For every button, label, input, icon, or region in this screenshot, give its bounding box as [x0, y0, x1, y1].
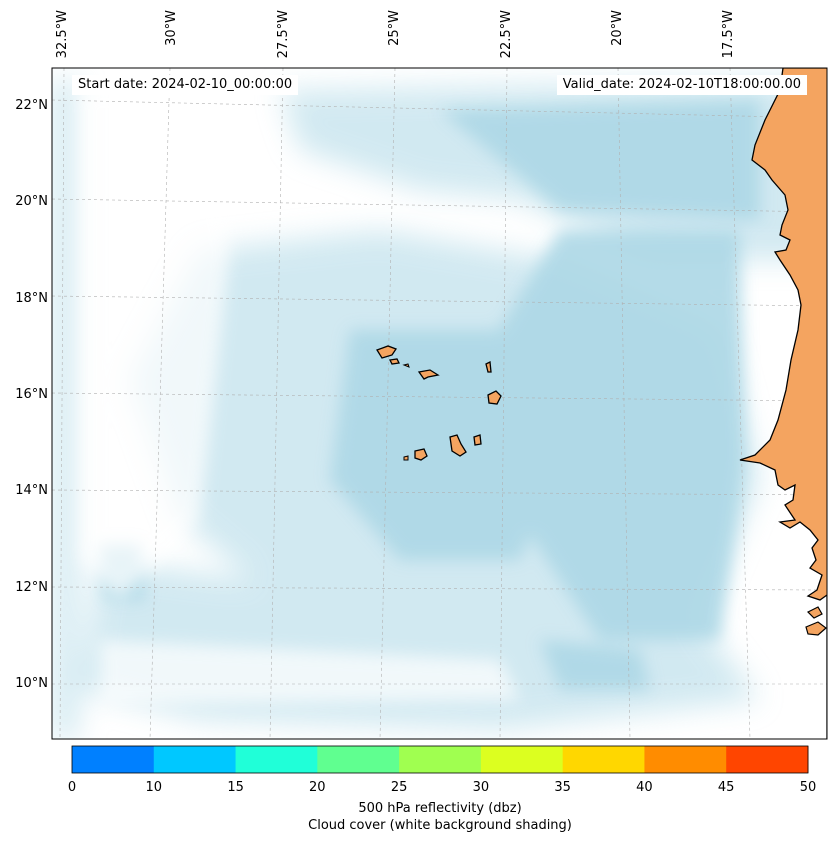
map-frame — [51, 67, 828, 740]
start-date-label: Start date: 2024-02-10_00:00:00 — [72, 75, 299, 95]
colorbar-tick: 35 — [554, 780, 571, 795]
lat-label: 22°N — [15, 98, 48, 113]
colorbar-swatch — [153, 746, 237, 773]
clear-band-west — [80, 90, 230, 600]
colorbar-frame — [71, 745, 809, 774]
lon-label: 27.5°W — [276, 10, 291, 59]
sao-vicente-island — [389, 358, 400, 365]
clear-band-south — [100, 640, 520, 705]
lat-label: 14°N — [15, 483, 48, 498]
fogo-island — [414, 448, 428, 461]
colorbar — [72, 746, 809, 773]
colorbar-swatch — [562, 746, 645, 773]
cloud-core-southeast — [540, 640, 650, 690]
colorbar-tick: 50 — [799, 780, 817, 795]
graticule — [52, 68, 827, 739]
bijagos-island — [805, 621, 827, 636]
colorbar-tick: 10 — [145, 780, 163, 795]
land-layer — [376, 68, 827, 739]
lon-label: 32.5°W — [55, 10, 70, 59]
maio-island — [473, 434, 482, 446]
sal-island — [485, 360, 492, 373]
meridian-line — [269, 68, 284, 739]
colorbar-tick: 15 — [227, 780, 244, 795]
santiago-island — [449, 434, 467, 457]
valid-date-label: Valid_date: 2024-02-10T18:00:00.00 — [556, 75, 807, 95]
colorbar-sublabel: Cloud cover (white background shading) — [308, 818, 572, 833]
meridian-line — [499, 68, 508, 739]
lat-label: 20°N — [15, 194, 48, 209]
colorbar-tick: 40 — [636, 780, 653, 795]
lon-label: 17.5°W — [721, 10, 736, 59]
lat-label: 18°N — [15, 291, 48, 306]
colorbar-swatch — [644, 746, 727, 773]
bijagos-island — [806, 606, 823, 619]
colorbar-tick: 45 — [717, 780, 735, 795]
meridian-line — [59, 68, 65, 739]
meridian-line — [617, 68, 631, 739]
colorbar-label: 500 hPa reflectivity (dbz) — [358, 801, 522, 816]
brava-island — [403, 455, 409, 461]
cloud-core-northeast — [440, 100, 760, 220]
lon-label: 20°W — [610, 10, 625, 46]
africa-coastline — [739, 68, 827, 739]
boa-vista-island — [487, 390, 502, 405]
lat-label: 10°N — [15, 676, 48, 691]
cloud-patch-west-strip — [52, 80, 78, 739]
santa-luzia-island — [402, 363, 410, 368]
colorbar-swatch — [317, 746, 400, 773]
colorbar-tick: 25 — [390, 780, 408, 795]
meridian-line — [149, 68, 171, 739]
meridian-line — [729, 68, 751, 739]
cloud-core-east — [480, 230, 745, 640]
colorbar-swatch — [72, 746, 155, 773]
sao-nicolau-island — [417, 369, 440, 380]
colorbar-swatch — [399, 746, 482, 773]
colorbar-tick: 0 — [67, 780, 77, 795]
colorbar-swatch — [235, 746, 318, 773]
lon-label: 22.5°W — [499, 10, 514, 59]
lat-label: 16°N — [15, 387, 48, 402]
colorbar-tick: 20 — [309, 780, 326, 795]
colorbar-tick: 30 — [472, 780, 490, 795]
lon-label: 30°W — [164, 10, 179, 46]
lon-label: 25°W — [387, 10, 402, 46]
cloud-cover-layer — [52, 80, 820, 739]
colorbar-swatch — [480, 746, 564, 773]
lat-label: 12°N — [15, 580, 48, 595]
meridian-line — [379, 68, 396, 739]
colorbar-swatch — [726, 746, 809, 773]
santo-antao-island — [376, 345, 397, 359]
